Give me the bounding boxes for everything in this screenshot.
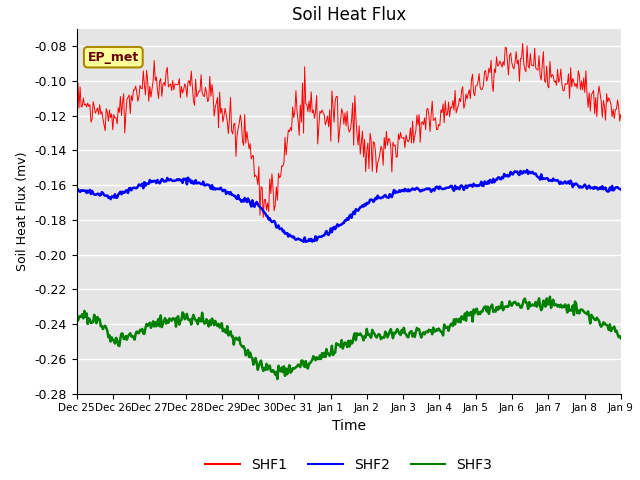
SHF1 <box>398 135 406 141</box>
SHF3 <box>273 376 281 382</box>
SHF3 <box>520 297 527 303</box>
SHF1 <box>332 94 340 99</box>
SHF2 <box>617 187 625 192</box>
Text: EP_met: EP_met <box>88 51 139 64</box>
SHF3 <box>398 327 406 333</box>
SHF3 <box>332 340 340 346</box>
SHF1 <box>606 98 614 104</box>
SHF3 <box>73 311 81 316</box>
SHF1 <box>259 215 267 220</box>
SHF2 <box>520 168 527 174</box>
SHF1 <box>519 40 527 46</box>
Line: SHF1: SHF1 <box>77 43 621 217</box>
SHF2 <box>300 239 307 245</box>
SHF3 <box>336 342 344 348</box>
SHF2 <box>336 222 344 228</box>
SHF3 <box>546 294 554 300</box>
SHF2 <box>524 167 531 173</box>
SHF1 <box>336 128 344 134</box>
SHF2 <box>369 197 376 203</box>
Line: SHF3: SHF3 <box>77 297 621 379</box>
SHF2 <box>73 186 81 192</box>
SHF3 <box>617 336 625 341</box>
Title: Soil Heat Flux: Soil Heat Flux <box>292 6 406 24</box>
Y-axis label: Soil Heat Flux (mv): Soil Heat Flux (mv) <box>16 152 29 271</box>
SHF2 <box>332 224 340 229</box>
SHF2 <box>606 185 614 191</box>
X-axis label: Time: Time <box>332 419 366 433</box>
Line: SHF2: SHF2 <box>77 170 621 242</box>
SHF1 <box>521 67 529 72</box>
SHF1 <box>73 85 81 91</box>
SHF3 <box>369 327 376 333</box>
SHF2 <box>398 188 406 193</box>
SHF3 <box>606 322 614 327</box>
SHF1 <box>369 168 376 174</box>
Legend: SHF1, SHF2, SHF3: SHF1, SHF2, SHF3 <box>200 453 498 478</box>
SHF1 <box>617 111 625 117</box>
